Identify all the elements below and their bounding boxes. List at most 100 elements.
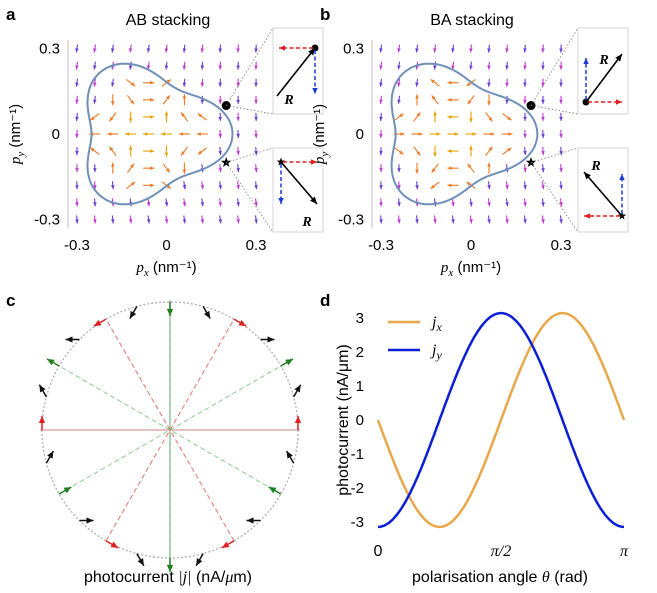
panel-b-arrow-9-0 — [541, 215, 545, 223]
panel-b-arrow-0-1 — [379, 198, 383, 206]
panel-b-arrow-0-3-head — [379, 168, 383, 172]
panel-b-arrow-5-0 — [469, 215, 473, 223]
panel-a-arrow-4-4 — [143, 149, 154, 153]
panel-a-arrow-2-2-head — [111, 185, 115, 189]
panel-b-arrow-0-1-head — [379, 202, 383, 206]
panel-a-arrow-8-4-head — [218, 151, 222, 155]
panel-a-arrow-2-10 — [111, 45, 115, 53]
panel-b-arrow-5-9 — [469, 62, 473, 70]
panel-a-arrow-5-10 — [165, 45, 169, 53]
panel-a-arrow-3-6 — [129, 111, 133, 122]
panel-b-arrow-1-10 — [397, 45, 401, 53]
panel-a-arrow-4-8-head — [150, 81, 154, 85]
panel-a-arrow-9-9-head — [236, 66, 240, 70]
panel-b-arrow-6-4 — [486, 147, 493, 156]
panel-b-arrow-2-2 — [415, 181, 419, 189]
panel-a-arrow-0-5-head — [75, 134, 79, 138]
panel-a-arrow-9-8 — [236, 79, 240, 87]
panel-d-xtick-0: 0 — [374, 543, 383, 560]
panel-b-arrow-8-5-head — [523, 134, 527, 138]
panel-a-arrow-0-2-head — [75, 185, 79, 189]
panel-a-arrow-2-6 — [109, 113, 116, 122]
panel-b-arrow-8-0 — [523, 215, 527, 223]
panel-b-arrow-7-8-head — [505, 83, 509, 87]
panel-b-arrow-6-8-head — [487, 83, 491, 87]
panel-b-star-marker — [526, 157, 536, 167]
panel-b-arrow-5-5 — [466, 132, 477, 136]
panel-a-xtick-0: -0.3 — [64, 237, 90, 254]
panel-a-arrow-1-6 — [90, 114, 99, 121]
panel-a-arrow-8-10 — [218, 45, 222, 53]
panel-a-arrow-7-2 — [201, 181, 205, 189]
panel-b-arrow-2-6 — [414, 113, 421, 122]
panel-c-arrow-225-head — [86, 517, 93, 523]
panel-a-vector-field: AB stacking -0.3 0 0.30.30-0.3px (nm⁻¹)py … — [7, 12, 323, 279]
panel-a-arrow-6-5-head — [179, 132, 183, 136]
panel-b-arrow-10-8 — [559, 79, 563, 87]
panel-b-arrow-10-7 — [559, 96, 563, 104]
panel-a-arrow-10-6-head — [254, 117, 258, 121]
panel-c-arrow-165 — [39, 385, 46, 397]
panel-b-arrow-4-5 — [448, 132, 459, 136]
panel-a-arrow-5-1 — [165, 198, 169, 206]
panel-b-ytick-0: 0.3 — [343, 41, 364, 58]
panel-a-arrow-0-4 — [75, 147, 79, 155]
panel-a-arrow-8-1 — [218, 198, 222, 206]
panel-b-arrow-9-4-head — [541, 151, 545, 155]
panel-d-line-chart: -3-2-101230 π/2 π jxjy polarisation angle … — [335, 310, 629, 586]
panel-b-arrow-10-2 — [559, 181, 563, 189]
panel-c-arrow-180 — [39, 416, 45, 430]
panel-a-arrow-0-6-head — [75, 117, 79, 121]
panel-a-arrow-3-9 — [129, 62, 133, 70]
panel-b-arrow-4-5-head — [455, 132, 459, 136]
panel-a-arrow-3-10 — [129, 45, 133, 53]
panel-b-arrow-0-6 — [379, 113, 383, 121]
panel-b-arrow-7-5 — [502, 132, 513, 136]
panel-a-arrow-5-7 — [163, 95, 170, 104]
panel-b-arrow-0-4-head — [379, 151, 383, 155]
panel-b-arrow-0-7 — [379, 96, 383, 104]
panel-b-arrow-0-9 — [379, 62, 383, 70]
panel-a-arrow-2-3 — [111, 163, 115, 174]
panel-b-arrow-1-4 — [395, 148, 404, 155]
panel-b-arrow-10-9 — [559, 62, 563, 70]
panel-d-xtick-1: π/2 — [491, 543, 511, 560]
panel-b-arrow-8-7-head — [523, 100, 527, 104]
panel-a-arrow-4-4-head — [150, 149, 154, 153]
panel-a-arrow-8-0 — [218, 215, 222, 223]
panel-b-arrow-10-3 — [559, 164, 563, 172]
panel-b-arrow-4-3 — [448, 166, 459, 170]
panel-a-arrow-3-0 — [129, 215, 133, 223]
panel-a-arrow-10-7 — [254, 96, 258, 104]
panel-b-arrow-0-10 — [379, 45, 383, 53]
panel-c-arrow-0-head — [295, 416, 301, 423]
panel-a-inset-1-leader-bottom — [226, 162, 273, 232]
panel-a-arrow-4-5 — [143, 132, 154, 136]
panel-b-arrow-4-7-head — [448, 98, 452, 102]
panel-b-ytick-1: 0 — [356, 126, 364, 143]
panel-b-arrow-8-8-head — [523, 83, 527, 87]
panel-a-arrow-6-7-head — [183, 94, 187, 98]
panel-b-arrow-9-10 — [541, 45, 545, 53]
panel-a-arrow-6-10 — [183, 45, 187, 53]
panel-b-arrow-5-10 — [469, 45, 473, 53]
panel-a-ytick-1: 0 — [52, 126, 60, 143]
panel-a-arrow-6-2 — [183, 181, 187, 189]
panel-b-xtick-2: 0.3 — [551, 237, 572, 254]
panel-a-arrow-10-7-head — [254, 100, 258, 104]
panel-c-arrow-45 — [261, 336, 275, 342]
panel-c-polar-plot — [39, 300, 301, 572]
panel-b-arrow-9-9 — [541, 62, 545, 70]
panel-b-arrow-7-9-head — [505, 65, 509, 69]
panel-b-arrow-8-2 — [523, 181, 527, 189]
panel-b-inset-0-leader-bottom — [531, 106, 578, 114]
panel-a-arrow-10-4 — [254, 147, 258, 155]
panel-a-arrow-8-8 — [218, 79, 222, 87]
panel-letter-c: c — [6, 291, 15, 310]
panel-b-arrow-2-3-head — [415, 170, 419, 174]
panel-c-arrow-75 — [203, 306, 210, 318]
panel-a-arrow-10-9 — [254, 62, 258, 70]
panel-b-ytick-2: -0.3 — [338, 211, 364, 228]
panel-a-arrow-0-3 — [75, 164, 79, 172]
